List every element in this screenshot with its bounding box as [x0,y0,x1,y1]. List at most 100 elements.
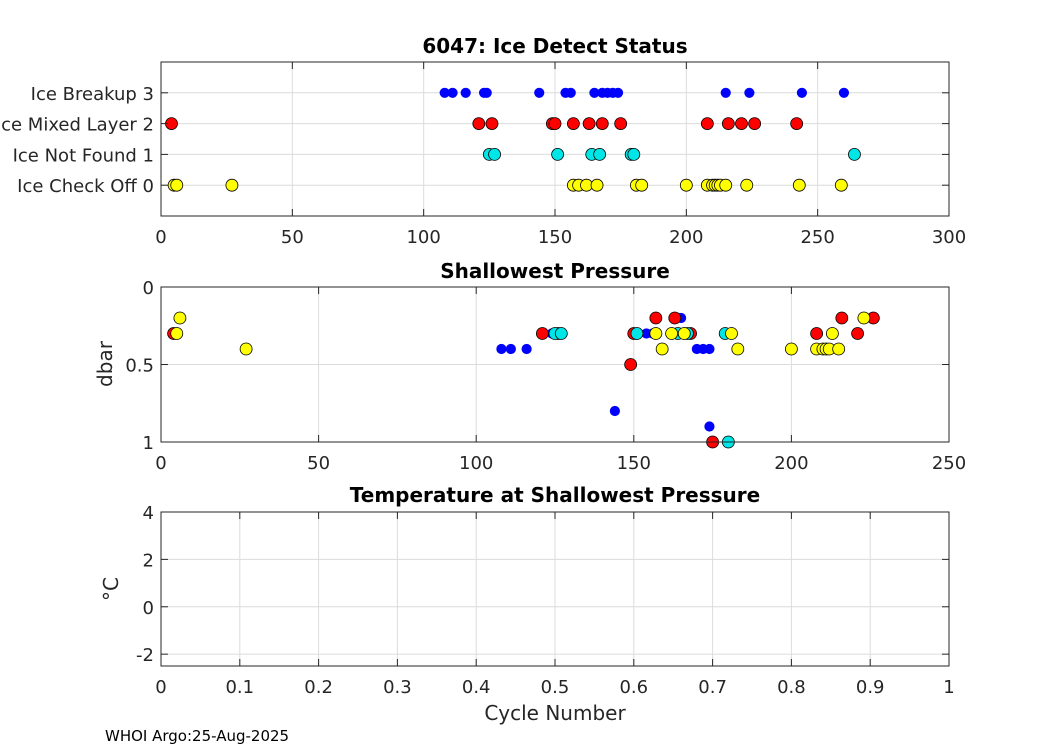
x-tick-label: 0.8 [777,677,806,698]
data-point [825,327,839,340]
data-point [721,117,735,130]
data-point [848,147,861,161]
x-tick-label: 200 [669,227,703,248]
x-tick-label: 250 [932,453,966,474]
data-point [665,327,679,340]
data-point [447,87,458,98]
data-point [630,327,644,340]
y-tick-label: 0 [143,598,154,619]
x-tick-label: 0.7 [698,677,727,698]
data-point [488,147,501,161]
data-point [505,343,516,355]
x-tick-label: 0 [155,453,166,474]
data-point [649,327,663,340]
data-point [792,178,806,192]
x-tick-label: 250 [800,227,834,248]
data-point [535,327,549,340]
x-tick-label: 0.4 [462,677,491,698]
data-point [744,87,755,98]
data-point [239,342,253,356]
y-tick-label: 2 [143,550,154,571]
data-point [857,311,871,325]
y-axis-label: dbar [93,340,117,387]
data-point [810,327,824,340]
y-axis-label: °C [99,577,123,601]
data-point [170,178,184,192]
plot-title: Temperature at Shallowest Pressure [350,483,760,507]
y-tick-label: 4 [143,503,154,524]
x-tick-label: 300 [932,227,966,248]
data-point [725,327,738,340]
data-point [735,117,748,130]
data-point [627,147,641,161]
data-point [720,87,731,98]
data-point [225,178,239,192]
data-point [835,311,849,325]
data-point [635,178,649,192]
data-point [748,117,762,130]
plot-title: 6047: Ice Detect Status [422,34,687,58]
data-point [655,342,669,356]
data-point [566,117,580,130]
data-point [565,87,576,98]
y-tick-label: 0 [143,278,154,299]
data-point [612,87,624,98]
data-point [624,358,638,371]
data-point [796,87,808,98]
data-point [838,87,850,98]
x-tick-label: 0 [155,677,166,698]
data-point [173,311,187,325]
data-point [534,87,545,98]
data-point [668,311,682,325]
x-tick-label: 50 [281,227,304,248]
x-tick-label: 100 [406,227,440,248]
y-tick-label: 1 [143,433,154,454]
data-point [595,117,609,130]
y-tick-label: Ice Mixed Layer 2 [0,115,154,136]
x-tick-label: 200 [774,453,808,474]
data-point [460,87,471,98]
data-point [609,405,620,417]
data-point [677,327,691,340]
data-point [582,117,596,130]
data-point [731,342,745,356]
shallowest-pressure-plot: 0 50 100 150 200 250 0 0.5 1 Shallowest Pressure… [93,259,966,474]
x-tick-label: 0.5 [541,677,570,698]
x-axis-label: Cycle Number [484,701,626,725]
data-point [472,117,486,130]
y-tick-label: Ice Not Found 1 [13,145,154,166]
data-point [551,147,565,161]
data-point [481,87,492,98]
data-point [704,343,715,355]
plot-title: Shallowest Pressure [440,259,670,283]
data-point [700,117,714,130]
data-point [719,178,733,192]
data-point [832,342,846,356]
data-point [790,117,804,130]
data-point [548,117,562,130]
ice-detect-status-plot: 0 50 100 150 200 250 300 Ice Check Off 0 Ice Not… [0,34,966,248]
footer-stamp: WHOI Argo:25-Aug-2025 [105,727,289,745]
data-point [170,327,184,340]
x-tick-label: 0.6 [619,677,648,698]
x-tick-label: 0.3 [383,677,412,698]
data-point [785,342,798,356]
data-point [593,147,607,161]
y-tick-label: Ice Breakup 3 [31,84,154,105]
data-point [614,117,628,130]
x-tick-label: 0.1 [225,677,254,698]
x-tick-label: 0.2 [304,677,333,698]
y-tick-label: 0.5 [125,356,154,377]
y-tick-label: Ice Check Off 0 [17,176,154,197]
x-tick-label: 100 [459,453,493,474]
x-tick-label: 150 [617,453,651,474]
x-tick-label: 1 [943,677,954,698]
data-point [496,343,507,355]
y-tick-label: -2 [136,645,154,666]
data-point [485,117,499,130]
data-point [521,343,532,355]
x-tick-label: 50 [307,453,330,474]
x-tick-label: 0.9 [856,677,885,698]
